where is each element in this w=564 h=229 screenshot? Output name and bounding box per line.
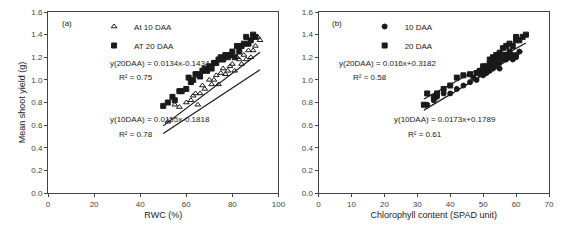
svg-text:R² = 0.75: R² = 0.75 [119,73,153,82]
svg-text:y(20DAA) = 0.016x+0.3182: y(20DAA) = 0.016x+0.3182 [339,59,437,68]
svg-text:0.0: 0.0 [31,189,43,198]
svg-text:Mean shoot yield (g): Mean shoot yield (g) [17,62,27,144]
svg-text:1.4: 1.4 [31,30,43,39]
svg-text:1.6: 1.6 [302,8,314,17]
svg-text:(b): (b) [332,19,342,28]
svg-text:1.0: 1.0 [31,76,43,85]
svg-text:20 DAA: 20 DAA [405,42,433,51]
svg-text:10: 10 [347,200,356,209]
svg-text:0.8: 0.8 [302,98,314,107]
svg-text:1.6: 1.6 [31,8,43,17]
svg-text:Chlorophyll content (SPAD unit: Chlorophyll content (SPAD unit) [371,210,497,220]
svg-text:20: 20 [90,200,99,209]
svg-text:0.8: 0.8 [31,98,43,107]
svg-text:1.4: 1.4 [302,30,314,39]
svg-text:R² = 0.78: R² = 0.78 [119,130,153,139]
svg-text:0.4: 0.4 [31,144,43,153]
svg-text:y(10DAA) = 0.0173x+0.1789: y(10DAA) = 0.0173x+0.1789 [394,115,496,124]
svg-text:R² = 0.61: R² = 0.61 [408,130,442,139]
svg-text:y(20DAA) = 0.0134x-0.1434: y(20DAA) = 0.0134x-0.1434 [110,59,210,68]
svg-text:0.6: 0.6 [31,121,43,130]
svg-text:50: 50 [479,200,488,209]
svg-text:R² = 0.58: R² = 0.58 [353,73,387,82]
svg-text:(a): (a) [62,19,72,28]
svg-text:40: 40 [136,200,145,209]
svg-text:RWC (%): RWC (%) [144,210,182,220]
svg-text:0: 0 [316,200,321,209]
svg-text:60: 60 [182,200,191,209]
svg-text:y(10DAA) = 0.0155x-0.1818: y(10DAA) = 0.0155x-0.1818 [110,115,210,124]
svg-text:AT 20 DAA: AT 20 DAA [134,42,174,51]
svg-text:0.2: 0.2 [302,166,314,175]
svg-text:1.0: 1.0 [302,76,314,85]
svg-text:30: 30 [413,200,422,209]
svg-text:1.2: 1.2 [31,53,43,62]
svg-text:0.4: 0.4 [302,144,314,153]
svg-text:1.2: 1.2 [302,53,314,62]
svg-text:At 10 DAA: At 10 DAA [134,23,172,32]
svg-text:20: 20 [380,200,389,209]
svg-text:0.2: 0.2 [31,166,43,175]
svg-text:70: 70 [545,200,554,209]
svg-text:0.0: 0.0 [302,189,314,198]
svg-text:100: 100 [272,200,286,209]
svg-text:0.6: 0.6 [302,121,314,130]
svg-text:80: 80 [228,200,237,209]
svg-text:40: 40 [446,200,455,209]
svg-text:0: 0 [46,200,51,209]
svg-text:10 DAA: 10 DAA [405,23,433,32]
svg-text:60: 60 [512,200,521,209]
